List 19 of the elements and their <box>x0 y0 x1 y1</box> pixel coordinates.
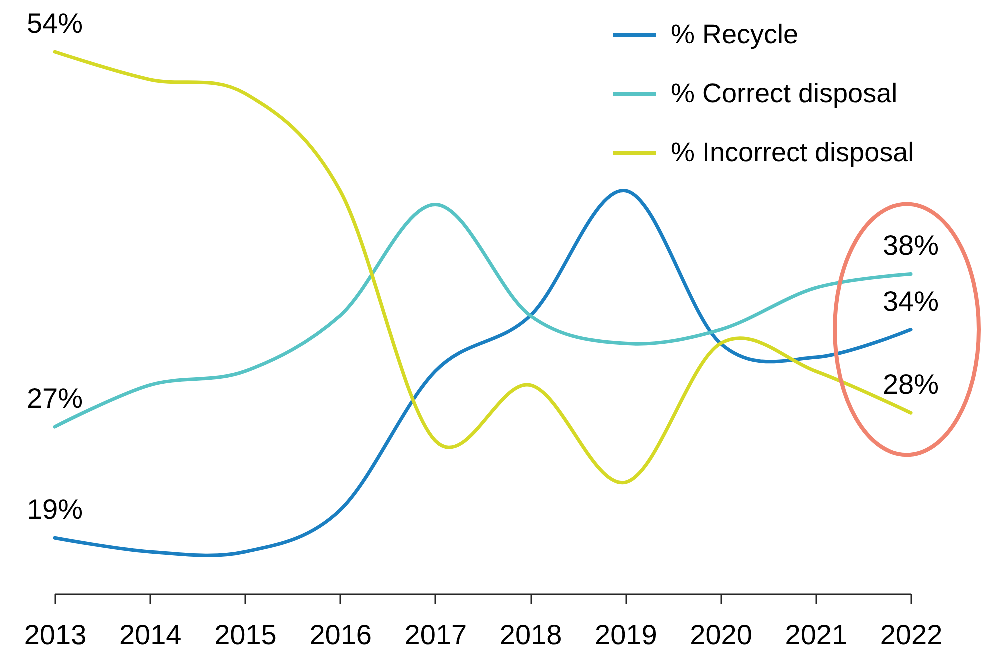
data-label: 38% <box>882 230 940 262</box>
x-tick-label: 2019 <box>595 620 658 649</box>
legend-label: % Incorrect disposal <box>671 138 914 168</box>
x-tick-label: 2015 <box>214 620 277 649</box>
data-label: 34% <box>882 286 940 317</box>
x-tick-label: 2016 <box>310 620 372 649</box>
x-tick-label: 2021 <box>785 620 848 649</box>
x-tick-label: 2017 <box>404 620 468 649</box>
x-tick-label: 2018 <box>500 620 562 649</box>
legend-label: % Correct disposal <box>671 78 898 108</box>
data-label: 19% <box>26 494 84 526</box>
x-tick-label: 2022 <box>880 620 943 649</box>
legend-label: % Recycle <box>671 20 799 50</box>
data-label: 27% <box>26 383 84 414</box>
data-label: 54% <box>26 8 84 39</box>
x-tick-label: 2013 <box>24 620 87 649</box>
x-tick-label: 2014 <box>119 620 182 649</box>
data-label: 28% <box>882 369 940 400</box>
x-tick-label: 2020 <box>690 620 752 649</box>
